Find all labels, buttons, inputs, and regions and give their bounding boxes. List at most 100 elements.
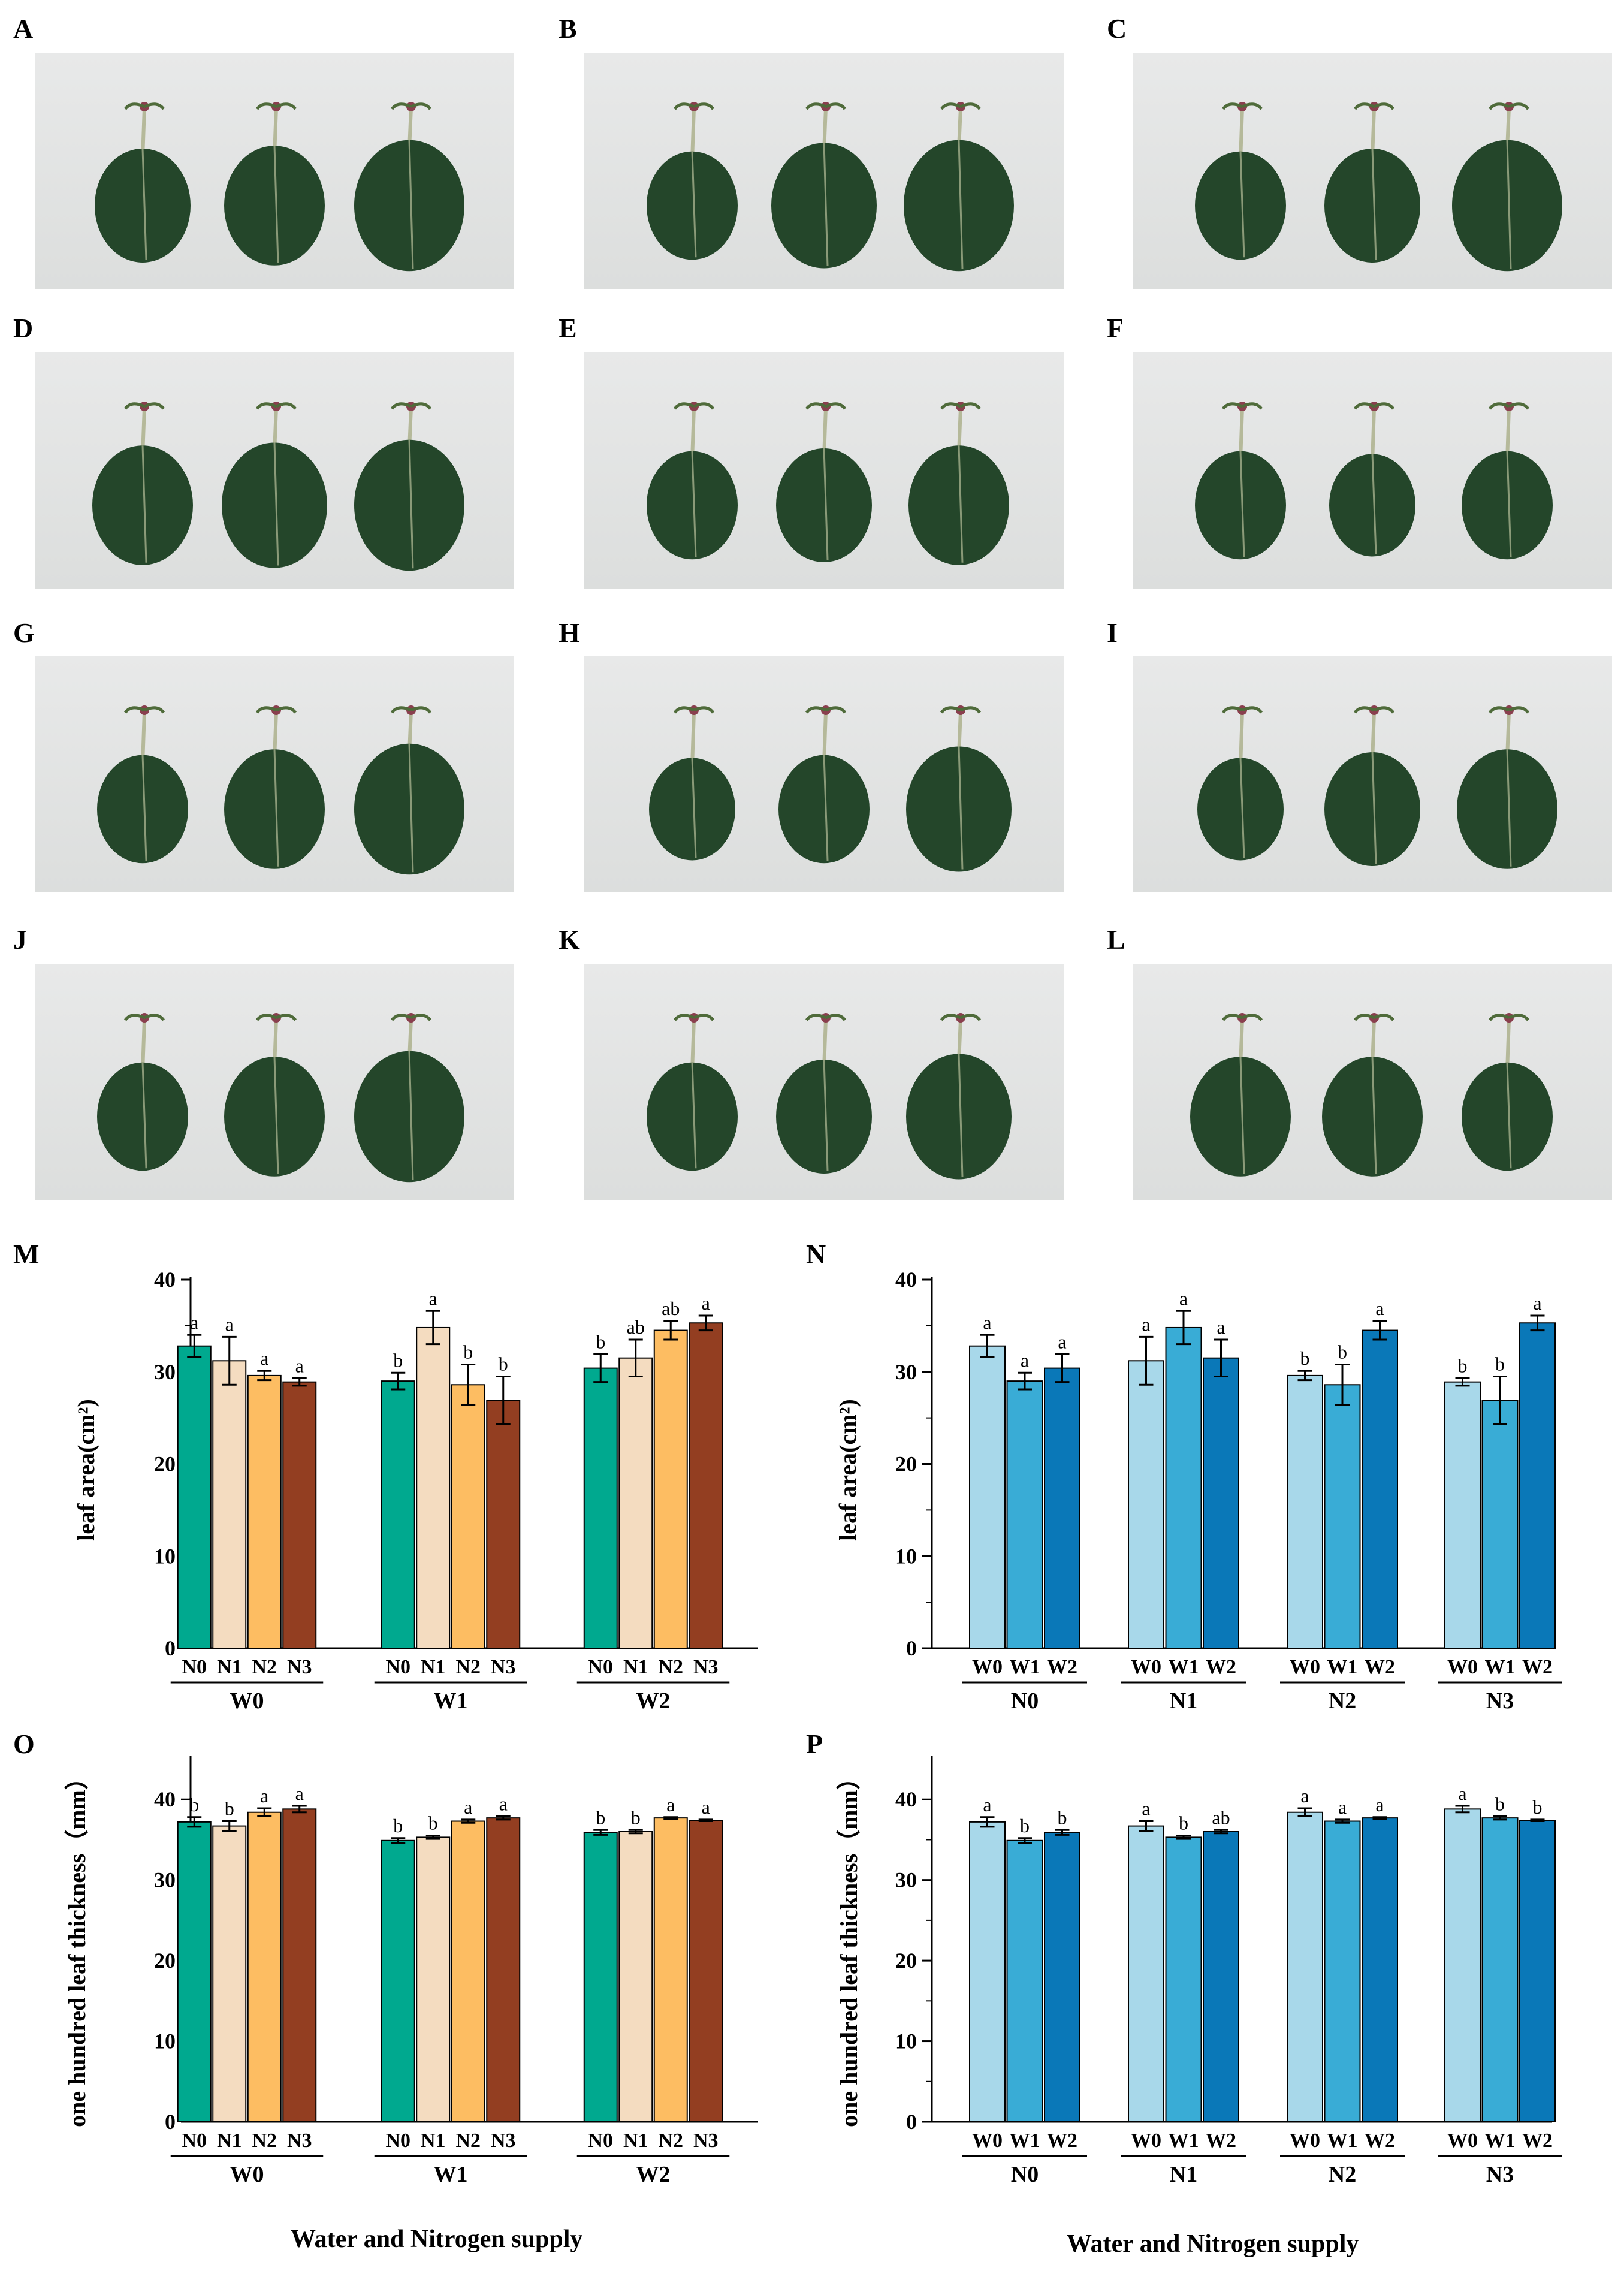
leaf-icon [1329, 402, 1415, 557]
leaf-icon [354, 102, 464, 272]
y-tick-label: 0 [906, 1636, 917, 1660]
leaf-icon [1195, 402, 1286, 560]
x-tick-label: N0 [182, 1656, 207, 1678]
bar-W2-N2 [653, 1817, 688, 2123]
leaf-icon [906, 705, 1012, 872]
bar-N0-W0 [969, 1821, 1006, 2123]
leaf-photo-E [584, 352, 1064, 589]
significance-letter: a [1142, 1798, 1150, 1820]
x-tick-label: W0 [972, 2130, 1003, 2152]
leaf-icon [95, 102, 191, 263]
bar-W0-N3 [282, 1808, 317, 2122]
panel-letter-P: P [806, 1729, 823, 1759]
group-label-N1: N1 [1170, 2162, 1197, 2187]
x-tick-label: N1 [421, 2130, 446, 2152]
x-axis-title-left: Water and Nitrogen supply [291, 2225, 583, 2253]
bar-W1-N1 [416, 1326, 451, 1649]
x-tick-label: N3 [491, 2130, 516, 2152]
y-tick-label: 30 [154, 1868, 176, 1892]
x-tick-label: W0 [1290, 1656, 1320, 1678]
bar-W2-N3 [689, 1820, 723, 2122]
bar-N2-W0 [1287, 1374, 1323, 1649]
group-label-W2: W2 [636, 1688, 671, 1714]
x-tick-label: W2 [1522, 1656, 1553, 1678]
leaf-icon [224, 1013, 325, 1177]
significance-letter: b [1458, 1355, 1468, 1377]
y-tick-label: 10 [154, 1544, 176, 1568]
x-tick-label: N1 [217, 2130, 242, 2152]
bar-W1-N3 [486, 1400, 521, 1649]
leaf-icon [224, 102, 325, 266]
y-tick-label: 40 [895, 1268, 917, 1292]
y-tick-label: 20 [895, 1452, 917, 1476]
panel-letter-N: N [806, 1239, 826, 1269]
x-tick-label: W1 [1169, 2130, 1199, 2152]
bar-N1-W1 [1165, 1326, 1202, 1649]
x-tick-label: N0 [385, 1656, 410, 1678]
bar-W2-N0 [583, 1832, 618, 2123]
x-tick-label: N3 [287, 2130, 312, 2152]
x-tick-label: N2 [455, 2130, 481, 2152]
bar-W1-N2 [451, 1820, 485, 2122]
y-tick-label: 0 [165, 2110, 176, 2134]
y-axis-label: one hundred leaf thickness（mm） [64, 1766, 90, 2127]
leaf-photo-K [584, 964, 1064, 1200]
leaf-icon [776, 402, 872, 562]
x-tick-label: W1 [1485, 2130, 1516, 2152]
bar-N2-W1 [1324, 1820, 1361, 2122]
y-tick-label: 10 [895, 2029, 917, 2053]
leaf-icon [1462, 1013, 1553, 1171]
significance-letter: a [260, 1347, 268, 1369]
significance-letter: a [666, 1794, 675, 1815]
panel-letter-L: L [1107, 924, 1125, 955]
x-tick-label: W2 [1047, 2130, 1077, 2152]
x-tick-label: W0 [972, 1656, 1003, 1678]
x-tick-label: W0 [1447, 2130, 1478, 2152]
panel-letter-G: G [13, 617, 35, 648]
leaf-icon [97, 705, 188, 864]
x-tick-label: N1 [623, 2130, 648, 2152]
bar-W2-N1 [618, 1831, 653, 2122]
bar-N3-W1 [1481, 1400, 1519, 1649]
leaf-icon [649, 705, 735, 861]
leaf-photo-A [35, 53, 514, 289]
bar-N0-W0 [969, 1345, 1006, 1649]
x-tick-label: N2 [455, 1656, 481, 1678]
significance-letter: a [983, 1794, 991, 1815]
bar-N3-W0 [1444, 1808, 1481, 2122]
x-tick-label: N3 [693, 2130, 719, 2152]
panel-letter-E: E [559, 313, 577, 343]
significance-letter: b [1020, 1815, 1030, 1836]
bar-W0-N0 [177, 1821, 212, 2123]
x-tick-label: N0 [588, 2130, 613, 2152]
bar-W2-N3 [689, 1322, 723, 1649]
significance-letter: b [225, 1798, 234, 1820]
leaf-photo-L [1133, 964, 1612, 1200]
x-tick-label: N2 [252, 2130, 277, 2152]
significance-letter: a [1142, 1313, 1150, 1335]
y-tick-label: 40 [154, 1268, 176, 1292]
leaf-icon [904, 102, 1014, 272]
panel-letter-I: I [1107, 617, 1118, 648]
x-tick-label: N1 [421, 1656, 446, 1678]
significance-letter: b [393, 1815, 403, 1836]
bar-W1-N0 [381, 1380, 415, 1649]
group-label-W1: W1 [434, 1688, 468, 1714]
x-tick-label: W2 [1365, 1656, 1395, 1678]
bar-N2-W0 [1287, 1811, 1323, 2123]
significance-letter: b [189, 1794, 199, 1815]
leaf-icon [647, 1013, 738, 1171]
leaf-icon [778, 705, 870, 864]
bar-W1-N1 [416, 1836, 451, 2123]
leaf-photo-D [35, 352, 514, 589]
significance-letter: a [295, 1355, 304, 1377]
leaf-icon [1324, 102, 1420, 263]
significance-letter: a [1458, 1783, 1466, 1804]
leaf-icon [1197, 705, 1284, 861]
significance-letter: a [1375, 1298, 1384, 1319]
group-label-W0: W0 [230, 1688, 264, 1714]
leaf-icon [776, 1013, 872, 1174]
significance-letter: a [702, 1796, 710, 1818]
y-tick-label: 30 [895, 1360, 917, 1384]
significance-letter: b [1058, 1806, 1067, 1828]
